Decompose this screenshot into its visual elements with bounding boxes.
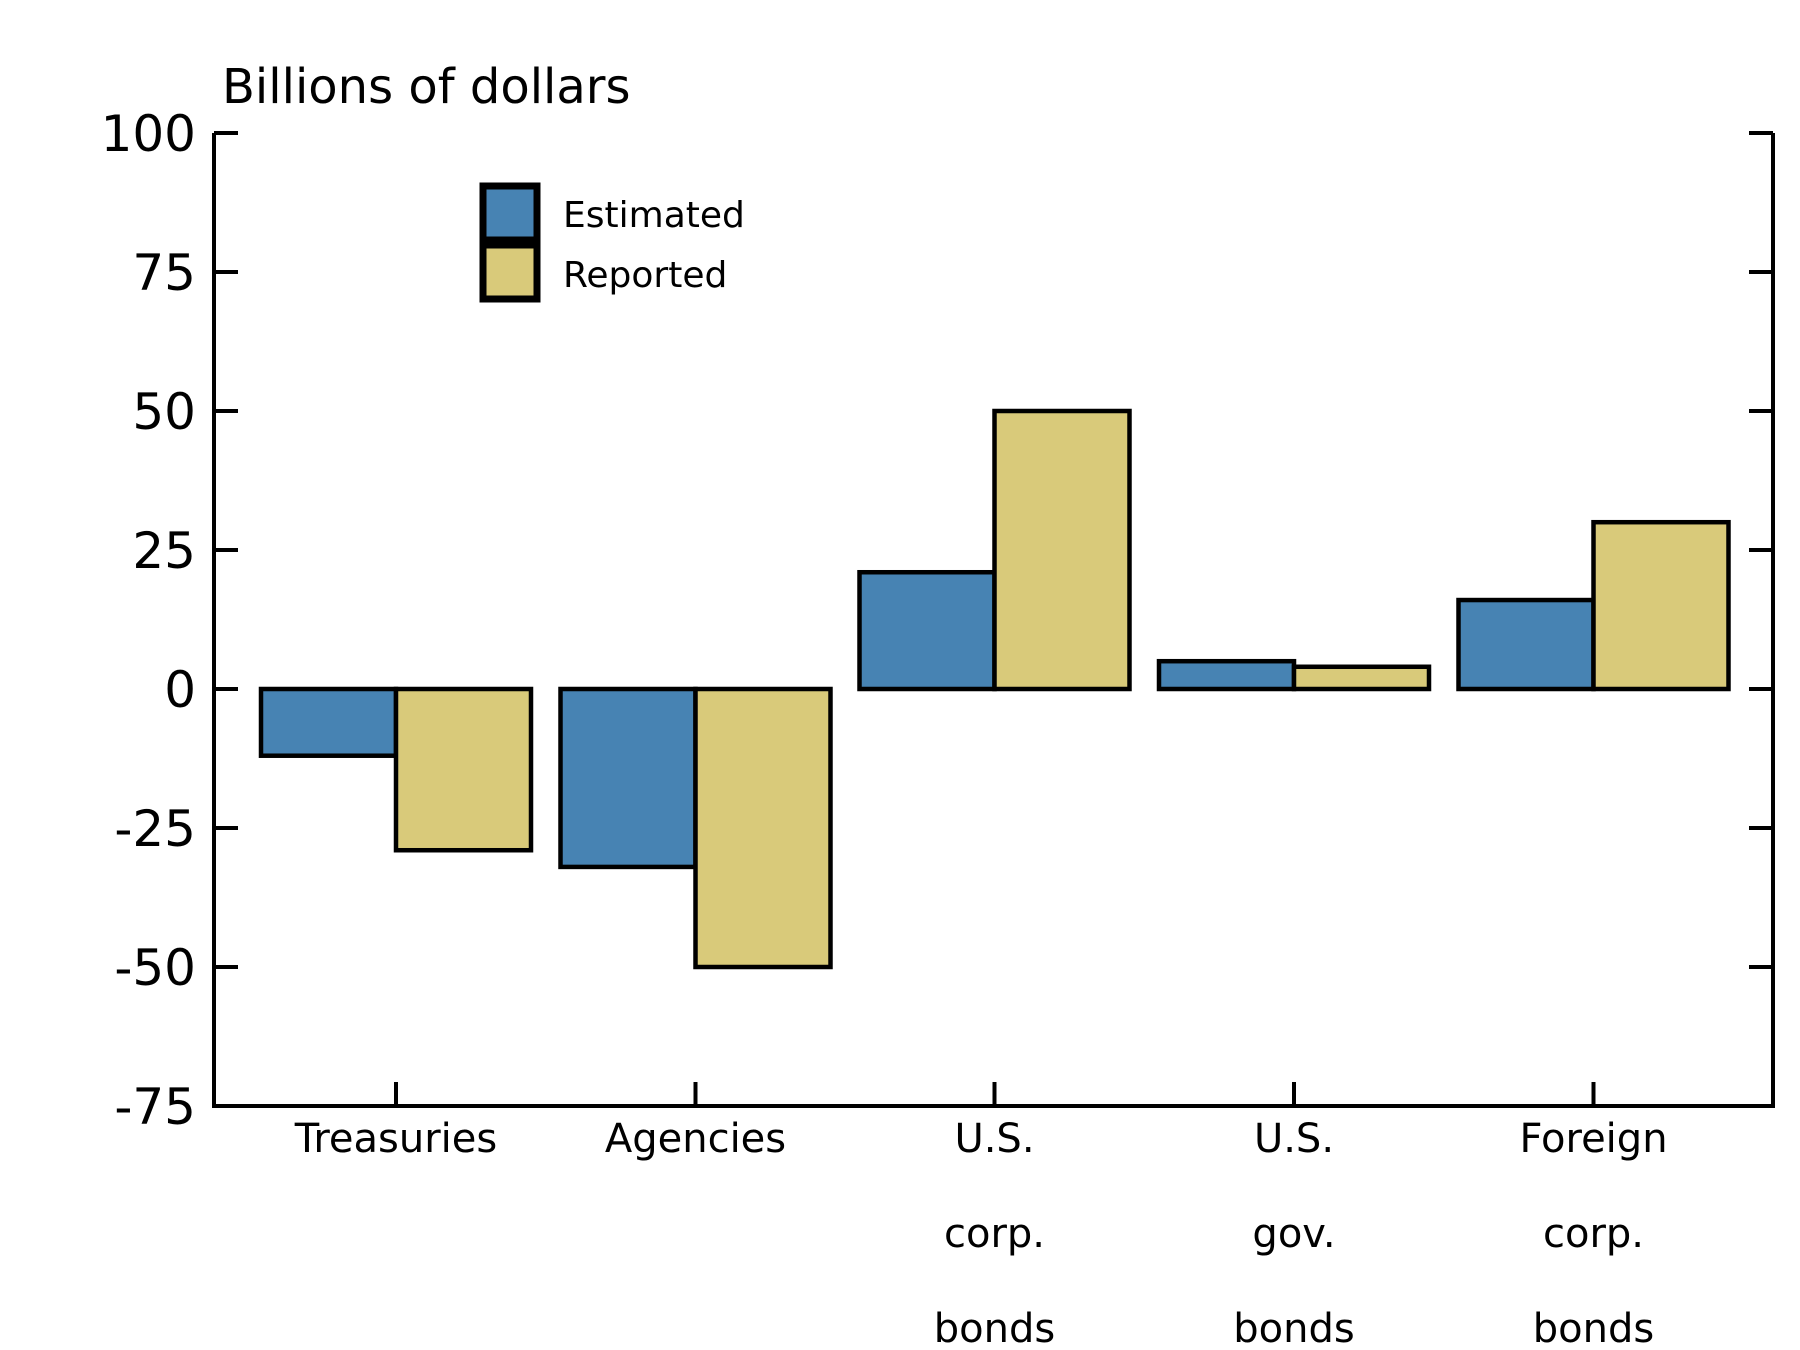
- legend-swatch-reported: [479, 241, 541, 303]
- bar-estimated-2: [558, 686, 698, 870]
- legend: Estimated Reported: [479, 182, 745, 303]
- x-category-label: bonds: [1233, 1306, 1354, 1350]
- legend-label-estimated: Estimated: [563, 195, 745, 236]
- y-tick-label: -50: [114, 939, 196, 997]
- x-category-label: gov.: [1252, 1211, 1335, 1257]
- bar-reported-4: [1291, 664, 1432, 692]
- bar-estimated-5: [1456, 597, 1596, 692]
- x-category-label: U.S.: [954, 1116, 1034, 1162]
- y-tick-label: 50: [132, 383, 196, 441]
- plot-area: 100 75 50 25 0 -25 -50 -75 Treasuries Agencies U.S…: [101, 105, 1775, 1350]
- y-tick-label: -25: [114, 800, 196, 858]
- x-category-label: bonds: [1533, 1306, 1654, 1350]
- bar-reported-2: [693, 686, 833, 970]
- legend-swatch-estimated: [479, 182, 541, 244]
- bar-estimated-1: [258, 686, 399, 758]
- x-category-label: corp.: [944, 1211, 1045, 1257]
- x-category-label: bonds: [934, 1306, 1055, 1350]
- x-category-label: U.S.: [1254, 1116, 1334, 1162]
- y-tick-label: 75: [132, 244, 196, 302]
- y-tick-label: 25: [132, 522, 196, 580]
- legend-label-reported: Reported: [563, 255, 727, 296]
- chart-title: Billions of dollars: [222, 59, 631, 115]
- bar-reported-3: [992, 408, 1132, 692]
- x-category-label: Agencies: [605, 1116, 786, 1162]
- bar-estimated-4: [1156, 658, 1297, 692]
- bar-estimated-3: [857, 569, 997, 692]
- x-category-label: corp.: [1543, 1211, 1644, 1257]
- y-tick-label: -75: [114, 1078, 196, 1136]
- y-tick-label: 100: [101, 105, 196, 163]
- bar-reported-5: [1591, 519, 1731, 692]
- x-category-label: Treasuries: [294, 1116, 497, 1162]
- x-category-label: Foreign: [1519, 1116, 1667, 1162]
- bar-reported-1: [393, 686, 534, 853]
- y-tick-label: 0: [164, 661, 196, 719]
